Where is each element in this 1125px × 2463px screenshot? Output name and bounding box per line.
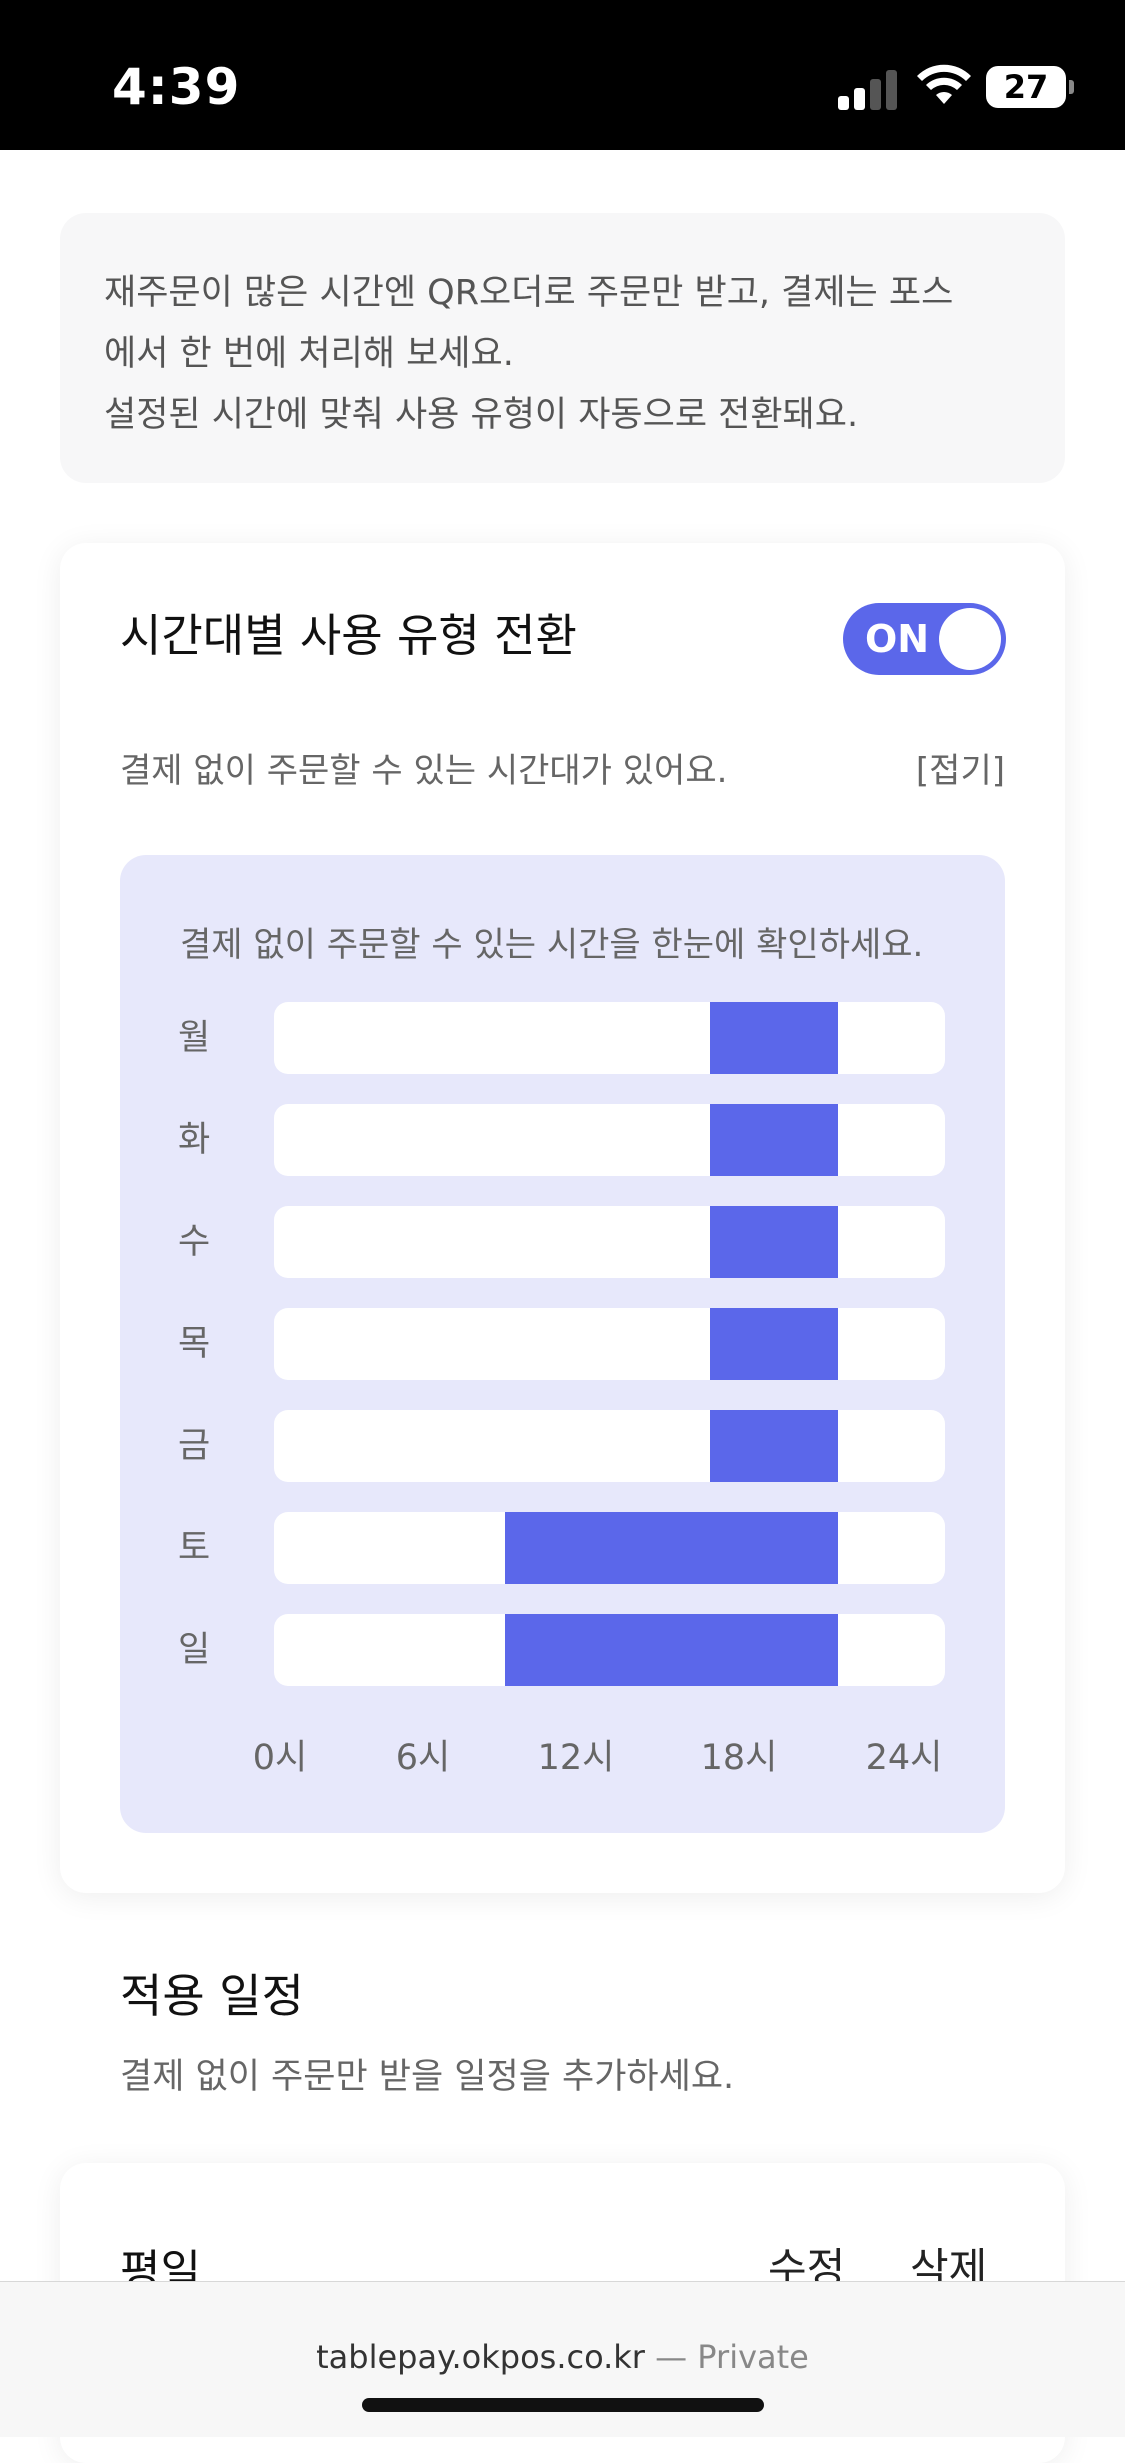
day-label: 일 (178, 1630, 211, 1670)
x-tick-label: 24시 (865, 1738, 943, 1778)
home-indicator (362, 2398, 764, 2412)
bar-track (274, 1002, 945, 1074)
url-private-label: — Private (655, 2338, 809, 2376)
toggle-knob (939, 608, 1001, 670)
bar-track (274, 1512, 945, 1584)
x-tick-label: 6시 (395, 1738, 451, 1778)
cellular-signal-icon (838, 66, 898, 110)
info-line: 에서 한 번에 처리해 보세요. (104, 334, 514, 374)
card-description: 결제 없이 주문할 수 있는 시간대가 있어요. (120, 751, 728, 791)
day-label: 화 (178, 1120, 211, 1160)
bar-range (709, 1104, 838, 1176)
day-label: 금 (178, 1426, 211, 1466)
bar-track (274, 1206, 945, 1278)
fold-button[interactable]: [접기] (915, 751, 1005, 791)
info-line: 재주문이 많은 시간엔 QR오더로 주문만 받고, 결제는 포스 (104, 273, 954, 313)
schedule-section-title: 적용 일정 (120, 1969, 304, 2023)
day-label: 수 (178, 1222, 211, 1262)
day-label: 목 (178, 1324, 211, 1364)
status-time: 4:39 (112, 58, 241, 116)
day-label: 토 (178, 1528, 211, 1568)
bar-range (709, 1308, 838, 1380)
time-mode-card: 시간대별 사용 유형 전환 ON 결제 없이 주문할 수 있는 시간대가 있어요… (60, 543, 1065, 1893)
chart-caption: 결제 없이 주문할 수 있는 시간을 한눈에 확인하세요. (180, 925, 924, 965)
schedule-section-description: 결제 없이 주문만 받을 일정을 추가하세요. (120, 2057, 735, 2097)
bar-range (709, 1410, 838, 1482)
x-tick-label: 18시 (700, 1738, 778, 1778)
battery-icon: 27 (986, 66, 1074, 108)
toggle-label: ON (865, 617, 930, 661)
browser-url-bar[interactable]: tablepay.okpos.co.kr — Private (0, 2281, 1125, 2437)
x-tick-label: 12시 (537, 1738, 615, 1778)
bar-range (709, 1206, 838, 1278)
card-title: 시간대별 사용 유형 전환 (120, 609, 577, 662)
mode-toggle[interactable]: ON (843, 603, 1006, 675)
info-line: 설정된 시간에 맞춰 사용 유형이 자동으로 전환돼요. (104, 395, 859, 435)
bar-range (504, 1614, 838, 1686)
wifi-icon (917, 64, 971, 104)
url-domain: tablepay.okpos.co.kr (316, 2338, 645, 2376)
bar-track (274, 1308, 945, 1380)
info-box: 재주문이 많은 시간엔 QR오더로 주문만 받고, 결제는 포스 에서 한 번에… (60, 213, 1065, 483)
x-tick-label: 0시 (252, 1738, 308, 1778)
day-label: 월 (178, 1018, 211, 1058)
url-text: tablepay.okpos.co.kr — Private (0, 2338, 1125, 2376)
bar-track (274, 1410, 945, 1482)
bar-track (274, 1614, 945, 1686)
status-bar: 4:39 27 (0, 0, 1125, 150)
bar-range (709, 1002, 838, 1074)
bar-track (274, 1104, 945, 1176)
bar-range (504, 1512, 838, 1584)
